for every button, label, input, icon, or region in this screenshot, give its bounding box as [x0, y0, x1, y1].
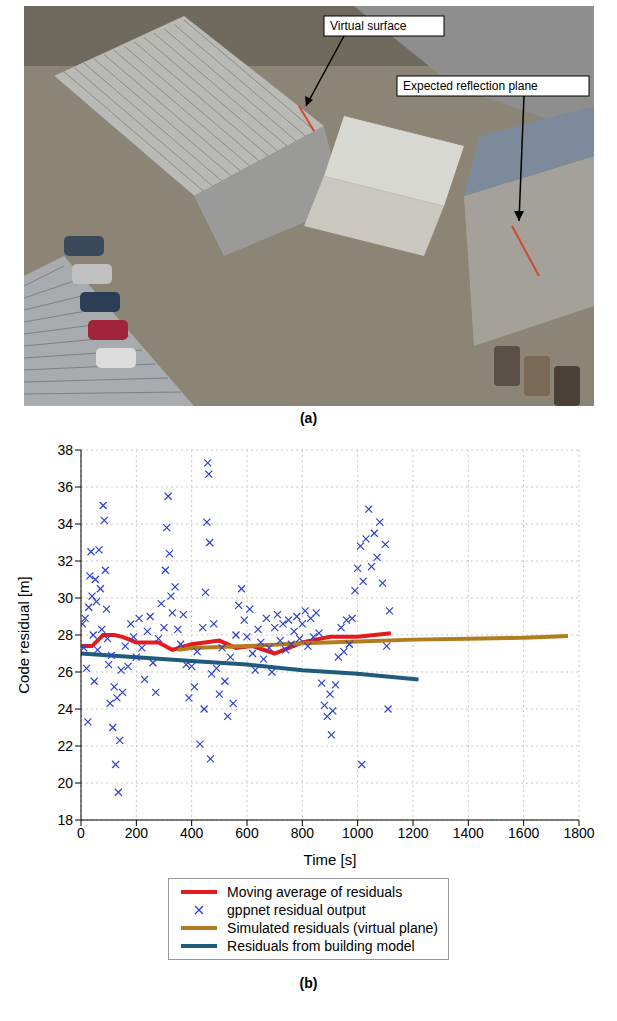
svg-text:26: 26 [57, 664, 73, 680]
svg-text:22: 22 [57, 738, 73, 754]
svg-text:20: 20 [57, 775, 73, 791]
html-text:Moving average of residuals: Moving average of residuals [227, 884, 403, 900]
svg-text:28: 28 [57, 627, 73, 643]
svg-text:36: 36 [57, 479, 73, 495]
svg-text:Virtual surface: Virtual surface [330, 19, 407, 33]
svg-text:0: 0 [77, 825, 85, 841]
svg-text:600: 600 [235, 825, 259, 841]
html-text:(b): (b) [299, 975, 318, 991]
svg-text:800: 800 [291, 825, 315, 841]
svg-text:Code residual [m]: Code residual [m] [15, 576, 32, 694]
svg-text:Time [s]: Time [s] [304, 851, 357, 868]
svg-text:32: 32 [57, 553, 73, 569]
html-text:(a): (a) [299, 410, 318, 426]
html-text:Residuals from building model: Residuals from building model [227, 938, 415, 954]
svg-text:1600: 1600 [508, 825, 539, 841]
svg-text:200: 200 [125, 825, 149, 841]
svg-text:1000: 1000 [342, 825, 373, 841]
svg-text:1200: 1200 [397, 825, 428, 841]
svg-text:38: 38 [57, 442, 73, 458]
html-text:Simulated residuals (virtual p: Simulated residuals (virtual plane) [227, 920, 438, 936]
svg-text:30: 30 [57, 590, 73, 606]
svg-text:400: 400 [180, 825, 204, 841]
svg-text:34: 34 [57, 516, 73, 532]
svg-text:1400: 1400 [453, 825, 484, 841]
svg-text:18: 18 [57, 812, 73, 828]
svg-text:1800: 1800 [563, 825, 594, 841]
html-text:gppnet residual output: gppnet residual output [227, 902, 366, 918]
svg-text:24: 24 [57, 701, 73, 717]
svg-text:Expected reflection plane: Expected reflection plane [403, 79, 538, 93]
